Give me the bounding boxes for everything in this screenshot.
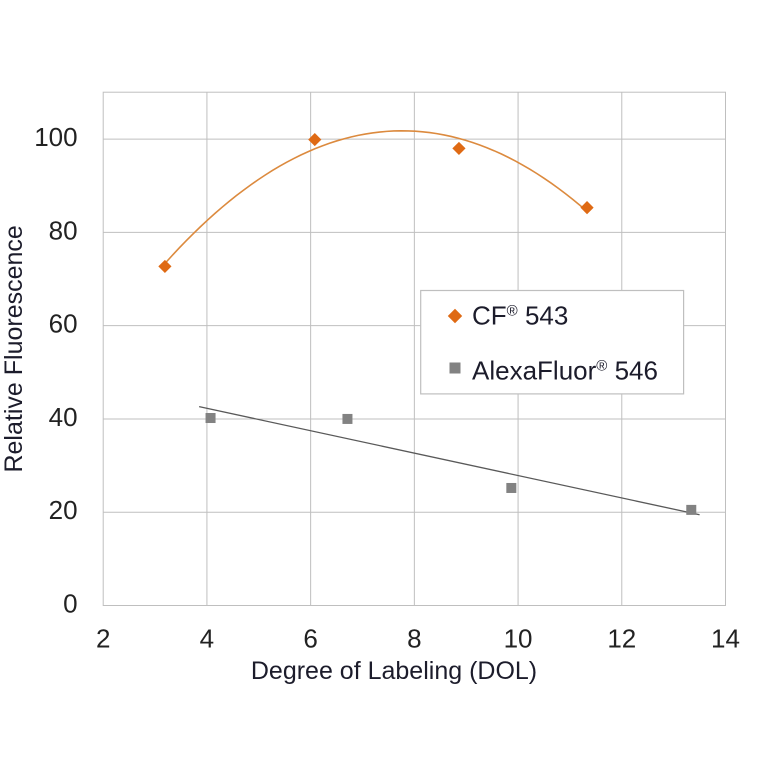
svg-text:2: 2 [96,624,110,654]
svg-text:4: 4 [200,624,214,654]
svg-text:12: 12 [607,624,636,654]
svg-text:Relative Fluorescence: Relative Fluorescence [0,225,28,472]
svg-text:0: 0 [63,589,77,619]
svg-text:8: 8 [407,624,421,654]
svg-text:100: 100 [34,122,77,152]
svg-text:10: 10 [504,624,533,654]
svg-text:20: 20 [49,495,78,525]
svg-text:60: 60 [49,309,78,339]
svg-text:CF® 543: CF® 543 [472,300,568,330]
svg-text:AlexaFluor® 546: AlexaFluor® 546 [472,356,658,386]
svg-text:6: 6 [303,624,317,654]
svg-text:Degree of Labeling (DOL): Degree of Labeling (DOL) [251,657,537,685]
svg-text:80: 80 [49,215,78,245]
svg-text:14: 14 [711,624,740,654]
svg-text:40: 40 [49,402,78,432]
